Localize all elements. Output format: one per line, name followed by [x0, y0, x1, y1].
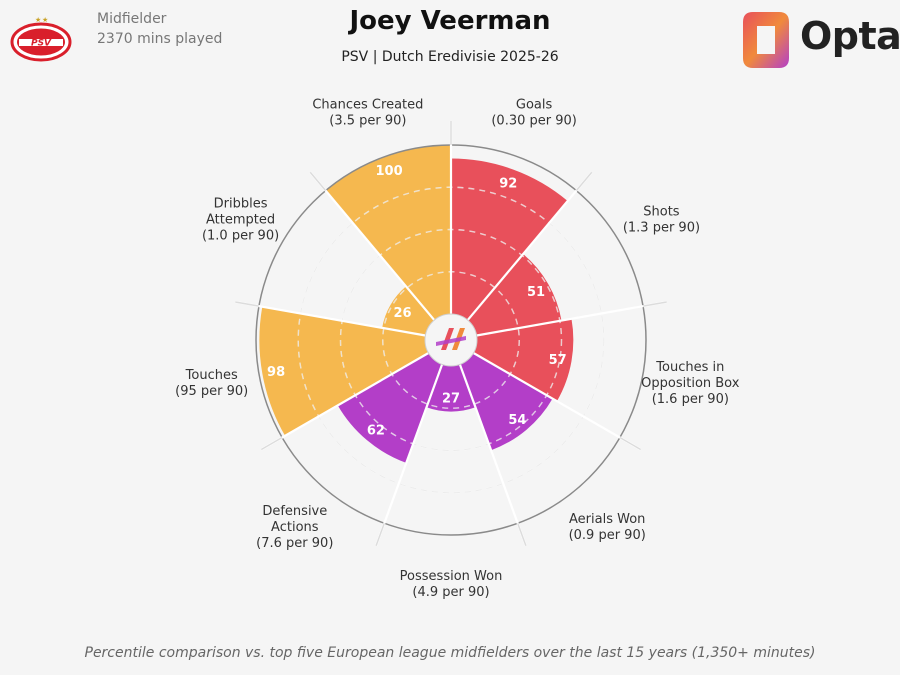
spoke-extension: [260, 436, 283, 451]
metric-sublabel: (7.6 per 90): [256, 536, 333, 551]
chart-subtitle: PSV | Dutch Eredivisie 2025-26: [341, 49, 559, 65]
metric-label: Opposition Box: [641, 376, 740, 391]
value-label: 51: [527, 285, 545, 300]
bar-shots: [467, 254, 562, 336]
metric-label: Dribbles: [214, 197, 268, 212]
minutes-played: 2370 mins played: [97, 31, 223, 47]
metric-label: Chances Created: [312, 98, 423, 113]
value-label: 98: [267, 365, 285, 380]
spoke-extension: [235, 301, 260, 307]
spoke-extension: [575, 171, 593, 192]
metric-label: Possession Won: [400, 569, 503, 584]
spoke-line: [235, 300, 426, 337]
metric-label: Aerials Won: [569, 512, 645, 527]
badge-text: PSV: [31, 39, 52, 49]
player-position: Midfielder: [97, 11, 167, 27]
opta-logo: [743, 12, 789, 68]
value-label: 62: [367, 423, 385, 438]
spoke-line: [375, 364, 444, 547]
metric-sublabel: (1.6 per 90): [652, 392, 729, 407]
spoke-line: [472, 352, 642, 451]
metric-sublabel: (0.30 per 90): [491, 114, 577, 129]
metric-sublabel: (4.9 per 90): [412, 585, 489, 600]
badge-stars: ★ ★: [35, 16, 48, 24]
bar-touches-in-opposition-box: [473, 318, 574, 402]
center-logo-icon: [441, 328, 454, 350]
metric-label: Attempted: [206, 213, 275, 228]
spoke-line: [476, 300, 667, 337]
radar-chart: 92 51 57 54 27 62 98 26 100 Goals(0.30 per 90) Sho…: [175, 98, 740, 600]
bar-chances-created: [325, 145, 451, 321]
spoke-extension: [309, 171, 327, 192]
center-logo-icon: [436, 336, 466, 346]
badge-stripe: [19, 39, 63, 46]
value-label: 26: [394, 306, 412, 321]
metric-label: Shots: [643, 205, 680, 220]
value-label: 27: [442, 392, 460, 407]
spoke-line: [260, 352, 430, 451]
bar-dribbles-attempted: [382, 286, 435, 336]
player-name: Joey Veerman: [349, 6, 551, 36]
metric-sublabel: (95 per 90): [175, 384, 248, 399]
spoke-line: [458, 364, 527, 547]
bar-touches: [259, 306, 429, 436]
spoke-line: [309, 171, 436, 321]
metric-label: Actions: [271, 520, 319, 535]
footnote: Percentile comparison vs. top five Europ…: [84, 645, 816, 661]
metric-sublabel: (1.0 per 90): [202, 229, 279, 244]
spoke-extension: [375, 522, 386, 547]
metric-label: Touches: [185, 368, 238, 383]
team-badge: ★ ★ PSV: [10, 16, 72, 62]
metric-label: Touches in: [655, 360, 724, 375]
value-label: 57: [549, 353, 567, 368]
spoke-line: [466, 171, 593, 321]
value-label: 92: [499, 177, 517, 192]
metric-sublabel: (3.5 per 90): [329, 114, 406, 129]
star-icon: ★: [35, 16, 41, 24]
spoke-extension: [516, 522, 527, 547]
opta-mark-icon: [743, 12, 789, 68]
opta-wordmark: Opta: [800, 14, 900, 58]
metric-label: Goals: [516, 98, 553, 113]
spoke-extension: [642, 301, 667, 307]
metric-label: Defensive: [262, 504, 327, 519]
bar-goals: [451, 158, 568, 321]
metric-sublabel: (0.9 per 90): [569, 528, 646, 543]
metric-sublabel: (1.3 per 90): [623, 221, 700, 236]
spoke-extension: [619, 436, 642, 451]
value-label: 54: [508, 413, 526, 428]
value-label: 100: [376, 164, 403, 179]
star-icon: ★: [42, 16, 48, 24]
